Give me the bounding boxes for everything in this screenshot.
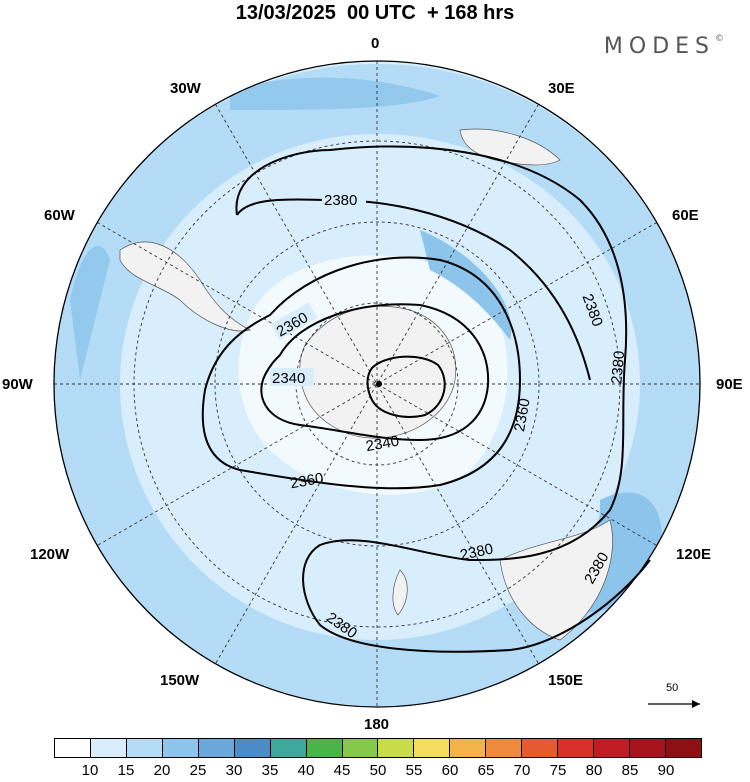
- colorbar-tick-label: 35: [261, 762, 279, 779]
- colorbar-swatch: [522, 739, 559, 757]
- colorbar-tick-label: 25: [189, 762, 207, 779]
- latitude-circle-2: [214, 221, 540, 547]
- lon-label-90w: 90W: [2, 376, 33, 393]
- contour-label-bg: [270, 368, 314, 386]
- colorbar-swatch: [270, 739, 307, 757]
- colorbar-swatch: [665, 739, 701, 757]
- jet-core-3: [230, 77, 440, 110]
- new-zealand-land: [392, 569, 408, 616]
- colorbar-tick-label: 85: [621, 762, 639, 779]
- colorbar-swatch: [486, 739, 523, 757]
- colorbar-tick-label: 10: [81, 762, 99, 779]
- colorbar-swatch: [594, 739, 630, 757]
- colorbar-tick-label: 70: [513, 762, 531, 779]
- lon-label-120e: 120E: [676, 546, 712, 563]
- colorbar-swatch: [198, 739, 235, 757]
- contour-label: 2360: [511, 397, 534, 433]
- copyright-mark: ©: [715, 34, 724, 44]
- jet-core-1: [420, 230, 512, 340]
- colorbar-swatch: [306, 739, 343, 757]
- lon-label-30w: 30W: [170, 80, 201, 97]
- colorbar-swatch: [90, 739, 127, 757]
- colorbar-swatch: [630, 739, 666, 757]
- colorbar-swatch: [450, 739, 487, 757]
- lon-label-30e: 30E: [548, 80, 575, 97]
- colorbar-tick-label: 90: [657, 762, 675, 779]
- contour-2360: [201, 256, 522, 490]
- reference-arrow-head: [692, 700, 700, 708]
- australia-land: [499, 519, 613, 641]
- colorbar-tick-label: 75: [549, 762, 567, 779]
- lon-label-90e: 90E: [716, 376, 743, 393]
- contour-2320: [366, 355, 446, 418]
- brand-name: MODES: [603, 34, 715, 59]
- colorbar-tick-label: 55: [405, 762, 423, 779]
- colorbar-swatch: [55, 739, 91, 757]
- contour-label: 2380: [608, 350, 628, 385]
- colorbar-swatch: [414, 739, 451, 757]
- reference-vector-label: 50: [666, 682, 679, 694]
- lon-label-150w: 150W: [160, 672, 200, 689]
- lon-label-60e: 60E: [672, 207, 699, 224]
- contours: [201, 145, 651, 653]
- colorbar-tick-label: 20: [153, 762, 171, 779]
- contour-label: 2340: [365, 433, 401, 456]
- contour-2380-outer: [235, 145, 651, 653]
- colorbar-swatch: [126, 739, 163, 757]
- contour-label: 2340: [272, 370, 305, 387]
- colorbar-swatch: [234, 739, 271, 757]
- contour-2340: [260, 303, 490, 442]
- lon-label-150e: 150E: [548, 672, 584, 689]
- brand-logo: MODES©: [604, 34, 724, 59]
- colorbar-tick-label: 65: [477, 762, 495, 779]
- colorbar-swatch: [162, 739, 199, 757]
- colorbar-tick-label: 80: [585, 762, 603, 779]
- contour-2380-inner: [236, 198, 591, 381]
- colorbar-labels: 10 15 20 25 30 35 40 45 50 55 60 65 70 75 80 85 90: [54, 762, 702, 780]
- contour-label-bg: [322, 190, 366, 208]
- colorbar-swatch: [558, 739, 595, 757]
- colorbar-tick-label: 30: [225, 762, 243, 779]
- map-border: [53, 60, 701, 708]
- lon-label-180: 180: [364, 716, 390, 733]
- colorbar-tick-label: 40: [297, 762, 315, 779]
- contour-label: 2380: [324, 192, 357, 209]
- map-title: 13/03/2025 00 UTC + 168 hrs: [235, 2, 515, 24]
- antarctica-land: [299, 305, 457, 439]
- contour-label-bg: [270, 302, 318, 340]
- contour-label: 2380: [459, 540, 495, 564]
- lon-label-60w: 60W: [44, 207, 75, 224]
- lon-label-120w: 120W: [30, 546, 70, 563]
- colorbar-swatch: [378, 739, 415, 757]
- colorbar-tick-label: 50: [369, 762, 387, 779]
- colorbar-swatch: [342, 739, 379, 757]
- colorbar-tick-label: 15: [117, 762, 135, 779]
- contour-label: 2360: [289, 470, 325, 493]
- jet-core-4: [70, 245, 110, 380]
- colorbar-tick-label: 45: [333, 762, 351, 779]
- south-america-land: [119, 241, 252, 332]
- pole-marker: [376, 381, 382, 387]
- lon-label-0: 0: [371, 35, 380, 52]
- colorbar-tick-label: 60: [441, 762, 459, 779]
- reference-vector: [648, 700, 700, 708]
- colorbar: [54, 738, 702, 758]
